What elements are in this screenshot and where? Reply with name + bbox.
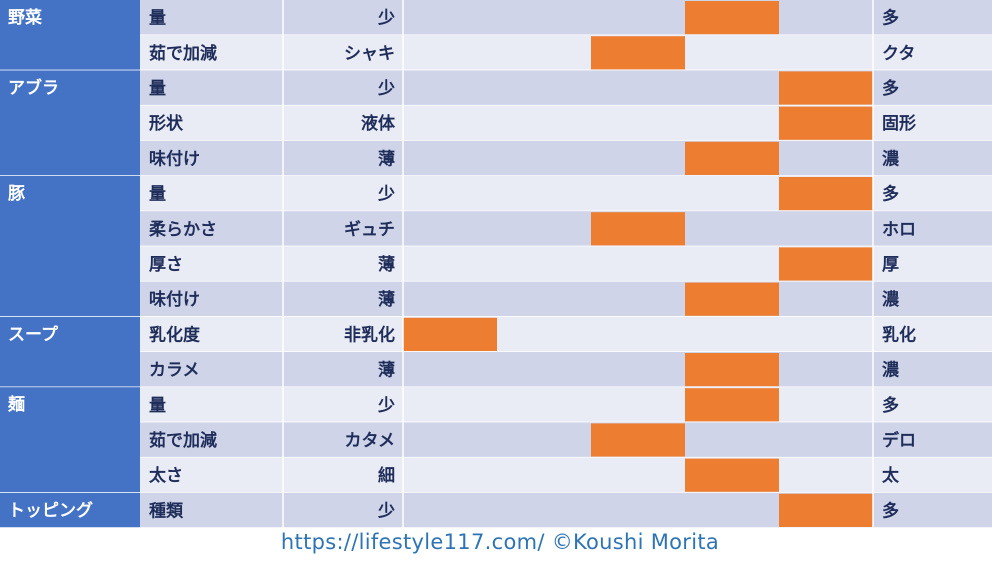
- attribute-label: 茹で加減: [149, 430, 217, 451]
- high-end-label: 厚: [882, 255, 899, 275]
- attribute-label: 量: [149, 78, 166, 99]
- high-end-label: 多: [882, 8, 899, 29]
- table-row: [140, 352, 992, 388]
- high-end-label: ホロ: [882, 220, 916, 240]
- level-marker: [779, 177, 873, 211]
- low-end-label: 細: [378, 465, 395, 486]
- high-end-label: 濃: [882, 360, 900, 381]
- table-row: [140, 387, 992, 423]
- table-row: [140, 211, 992, 247]
- level-marker: [779, 247, 873, 281]
- high-end-label: 太: [882, 465, 900, 486]
- attribute-label: 形状: [149, 113, 184, 134]
- low-end-label: 液体: [361, 113, 396, 134]
- low-end-label: 少: [377, 396, 395, 416]
- category-cell: [0, 387, 140, 493]
- category-cell: [0, 70, 140, 176]
- level-marker: [779, 71, 873, 105]
- attribute-label: 量: [149, 184, 166, 205]
- high-end-label: 多: [882, 395, 899, 416]
- high-end-label: 多: [882, 184, 899, 205]
- footer-credit: https://lifestyle117.com/ ©Koushi Morita: [280, 530, 720, 554]
- low-end-label: ギュチ: [344, 220, 395, 240]
- table-row: [140, 457, 992, 493]
- level-marker: [591, 36, 685, 70]
- low-end-label: 薄: [378, 148, 395, 169]
- attribute-label: 味付け: [149, 148, 200, 169]
- level-marker: [685, 458, 779, 492]
- level-marker: [403, 317, 497, 351]
- table-row: [140, 316, 992, 352]
- category-label: アブラ: [8, 77, 59, 98]
- low-end-label: シャキ: [344, 44, 395, 64]
- high-end-label: 多: [882, 500, 899, 521]
- low-end-label: 少: [377, 501, 395, 521]
- high-end-label: 濃: [882, 148, 900, 169]
- level-marker: [779, 106, 873, 140]
- category-cell: [0, 176, 140, 317]
- table-row: [140, 140, 992, 176]
- attribute-label: カラメ: [149, 361, 200, 381]
- level-marker: [685, 141, 779, 175]
- table-row: [140, 0, 992, 36]
- level-marker: [685, 353, 779, 387]
- table-row: [140, 422, 992, 458]
- high-end-label: 固形: [882, 113, 916, 134]
- low-end-label: 薄: [378, 360, 395, 381]
- category-cell: [0, 316, 140, 388]
- level-marker: [685, 282, 779, 316]
- category-label: 豚: [8, 184, 25, 204]
- level-marker: [779, 493, 873, 527]
- low-end-label: 少: [377, 9, 395, 29]
- category-label: スープ: [8, 324, 59, 345]
- high-end-label: クタ: [882, 44, 915, 64]
- high-end-label: 濃: [882, 289, 900, 310]
- attribute-label: 乳化度: [149, 324, 201, 345]
- level-marker: [591, 212, 685, 246]
- attribute-label: 種類: [149, 500, 184, 521]
- attribute-label: 量: [149, 395, 166, 416]
- category-label: 麺: [7, 395, 25, 415]
- low-end-label: 薄: [378, 254, 395, 275]
- category-cell: [0, 492, 140, 528]
- table-row: [140, 35, 992, 71]
- level-marker: [685, 388, 779, 422]
- category-cell: [0, 0, 140, 71]
- attribute-label: 厚さ: [149, 255, 183, 275]
- attribute-label: 柔らかさ: [149, 220, 217, 240]
- low-end-label: カタメ: [345, 431, 396, 451]
- low-end-label: 薄: [378, 289, 395, 310]
- attribute-label: 量: [149, 8, 166, 29]
- table-row: [140, 281, 992, 317]
- attribute-label: 茹で加減: [149, 43, 217, 64]
- low-end-label: 少: [377, 79, 395, 99]
- low-end-label: 少: [377, 185, 395, 205]
- category-label: トッピング: [8, 500, 93, 521]
- high-end-label: デロ: [882, 430, 916, 451]
- category-label: 野菜: [8, 8, 43, 28]
- low-end-label: 非乳化: [344, 324, 395, 345]
- high-end-label: 多: [882, 78, 899, 99]
- attribute-label: 味付け: [149, 289, 200, 310]
- level-marker: [591, 423, 685, 457]
- attribute-label: 太さ: [149, 465, 183, 486]
- high-end-label: 乳化: [882, 324, 916, 345]
- level-marker: [685, 1, 779, 35]
